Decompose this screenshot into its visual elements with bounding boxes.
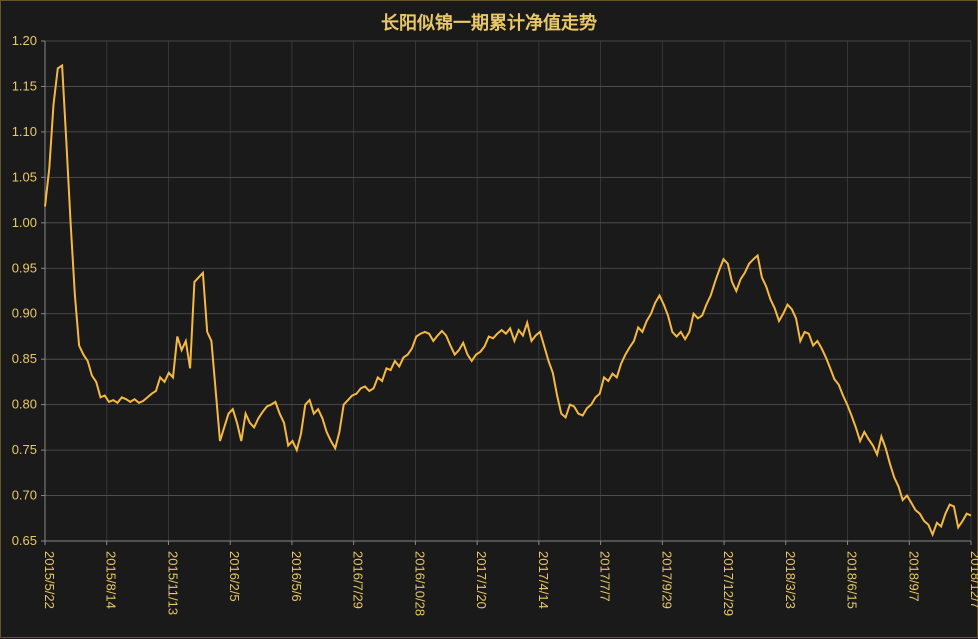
svg-text:2016/2/5: 2016/2/5 [227,551,242,602]
svg-text:0.65: 0.65 [12,533,37,548]
svg-text:2016/7/29: 2016/7/29 [351,551,366,609]
svg-text:2015/11/13: 2015/11/13 [165,551,180,615]
svg-text:2017/9/29: 2017/9/29 [659,551,674,609]
nav-chart: 长阳似锦一期累计净值走势 0.65 0.70 0.75 0.80 0.85 0.90 0.9… [1,1,977,637]
svg-text:2017/1/20: 2017/1/20 [474,551,489,609]
chart-title: 长阳似锦一期累计净值走势 [1,9,977,35]
svg-text:2017/7/7: 2017/7/7 [598,551,613,602]
svg-text:0.75: 0.75 [12,442,37,457]
svg-text:1.10: 1.10 [12,124,37,139]
svg-text:2017/12/29: 2017/12/29 [721,551,736,616]
svg-text:0.85: 0.85 [12,351,37,366]
svg-text:2018/9/7: 2018/9/7 [906,551,921,602]
svg-text:2018/12/7: 2018/12/7 [968,551,978,609]
svg-text:0.80: 0.80 [12,397,37,412]
svg-text:1.15: 1.15 [12,78,37,93]
svg-text:0.90: 0.90 [12,306,37,321]
svg-text:2017/4/14: 2017/4/14 [536,551,551,609]
svg-text:2018/6/15: 2018/6/15 [845,551,860,609]
svg-text:2018/3/23: 2018/3/23 [783,551,798,609]
svg-text:1.20: 1.20 [12,33,37,48]
chart-svg: 0.65 0.70 0.75 0.80 0.85 0.90 0.95 1.00 1.05 1.10… [1,1,978,639]
svg-text:1.05: 1.05 [12,169,37,184]
svg-text:0.95: 0.95 [12,260,37,275]
svg-text:0.70: 0.70 [12,488,37,503]
svg-text:1.00: 1.00 [12,215,37,230]
svg-text:2016/5/6: 2016/5/6 [289,551,304,602]
svg-text:2015/8/14: 2015/8/14 [104,551,119,609]
svg-text:2016/10/28: 2016/10/28 [412,551,427,616]
svg-text:2015/5/22: 2015/5/22 [42,551,57,609]
